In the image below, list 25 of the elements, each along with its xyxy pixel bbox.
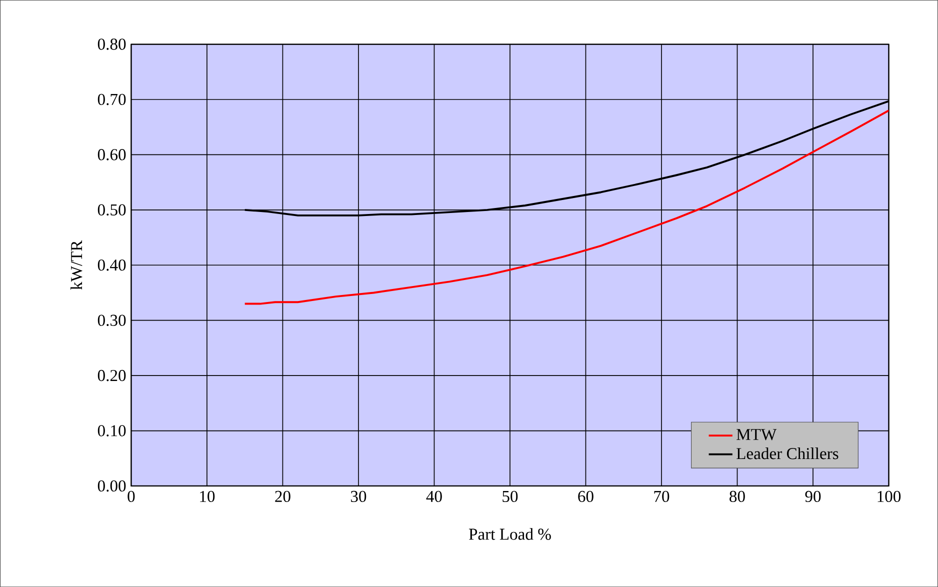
y-tick-label: 0.60 (98, 148, 126, 160)
y-tick-label: 0.30 (98, 314, 126, 326)
y-tick-label: 0.00 (98, 480, 126, 492)
y-tick-label: 0.80 (98, 38, 126, 50)
x-tick-label: 70 (654, 490, 670, 502)
x-tick-label: 30 (350, 490, 366, 502)
x-tick-label: 40 (426, 490, 442, 502)
x-tick-label: 60 (578, 490, 594, 502)
y-tick-label: 0.20 (98, 370, 126, 382)
y-tick-label: 0.40 (98, 259, 126, 271)
x-tick-label: 20 (275, 490, 290, 502)
legend-label: MTW (736, 428, 777, 440)
x-tick-label: 90 (805, 490, 821, 502)
x-tick-label: 80 (730, 490, 745, 502)
y-tick-label: 0.70 (98, 94, 126, 106)
y-tick-label: 0.50 (98, 204, 126, 216)
legend-label: Leader Chillers (736, 447, 838, 460)
x-axis-title: Part Load % (468, 528, 551, 540)
x-tick-label: 100 (878, 490, 901, 502)
y-axis-title: kW/TR (70, 240, 82, 290)
y-tick-label: 0.10 (98, 425, 126, 436)
x-tick-label: 10 (200, 490, 215, 502)
x-tick-label: 50 (502, 490, 518, 502)
x-tick-label: 0 (128, 490, 135, 502)
line-series (244, 109, 889, 305)
